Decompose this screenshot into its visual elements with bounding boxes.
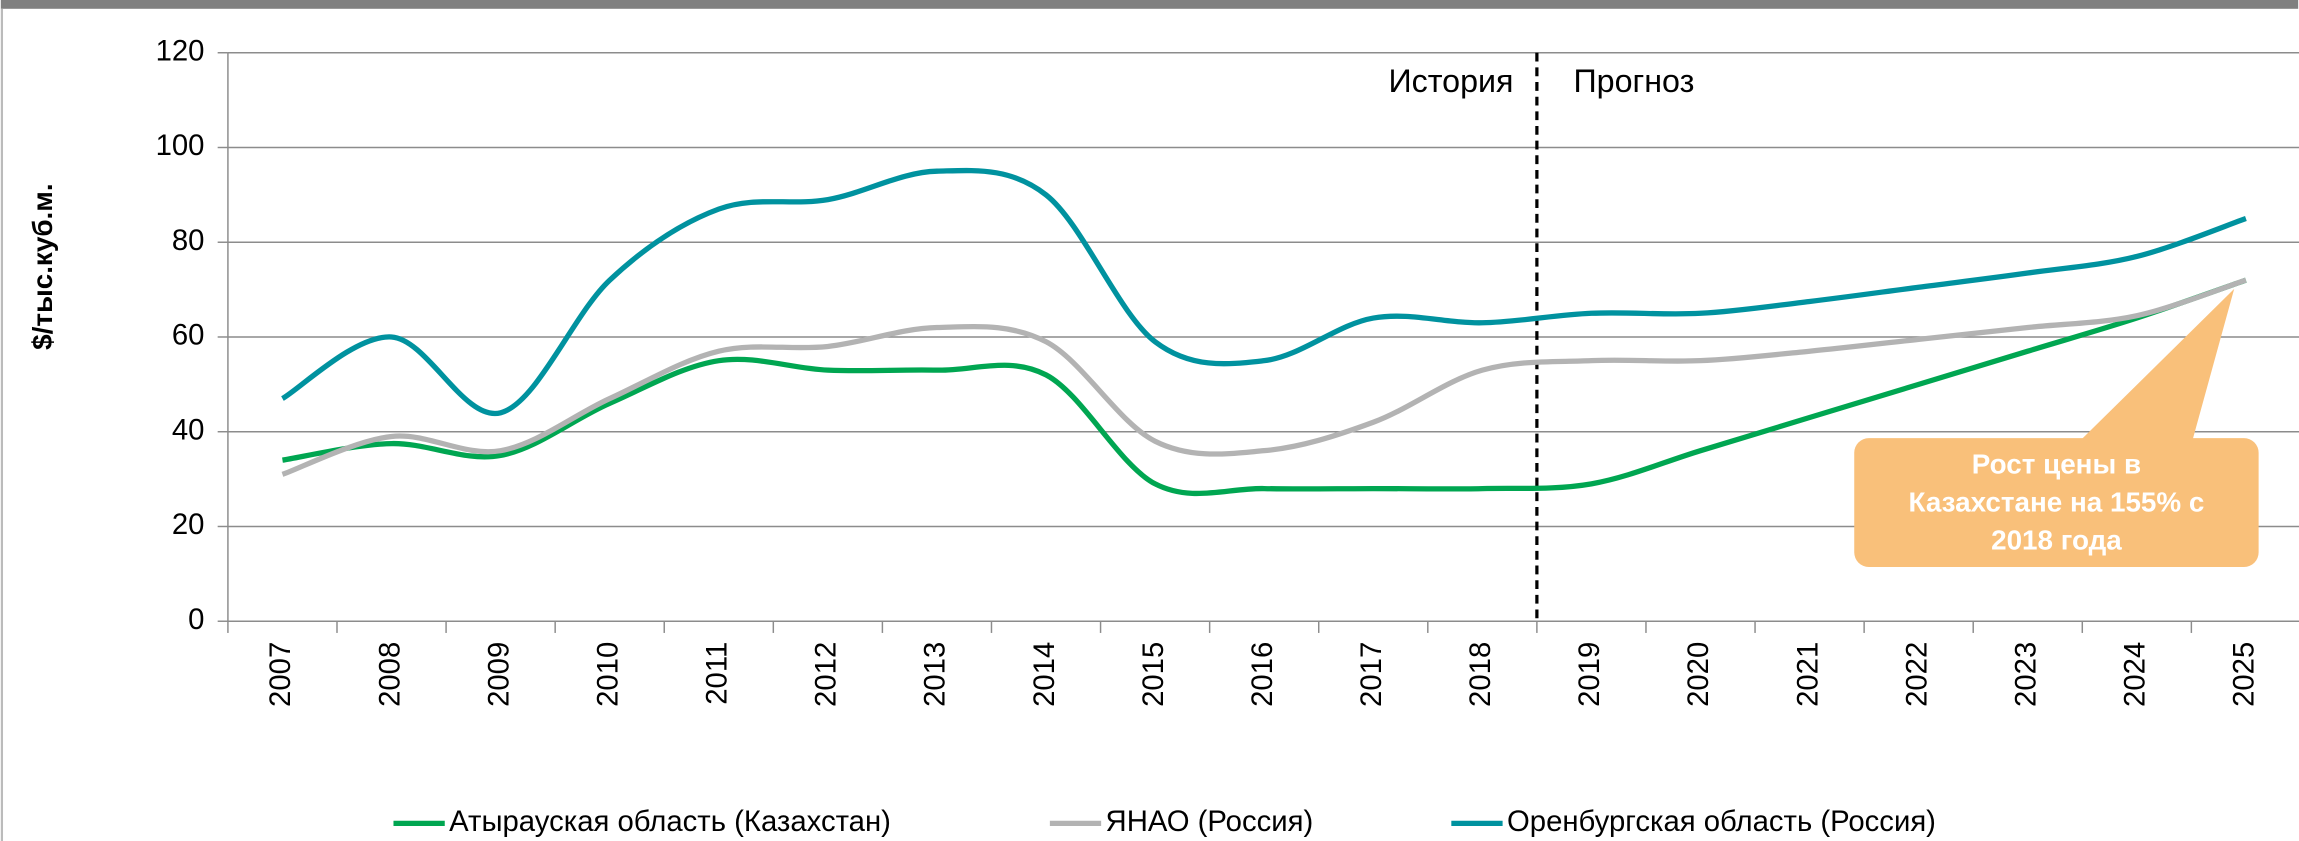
x-tick-label: 2013 (919, 642, 952, 707)
x-tick-label: 2014 (1028, 642, 1061, 707)
series-line (282, 277, 2247, 497)
y-tick-label: 20 (172, 508, 205, 541)
x-tick-label: 2024 (2119, 642, 2152, 707)
callout-text: Рост цены в (1972, 448, 2141, 479)
y-tick-label: 60 (172, 319, 205, 352)
legend-label: Оренбургская область (Россия) (1507, 805, 1936, 838)
callout-pointer (2081, 288, 2235, 440)
x-tick-label: 2019 (1573, 642, 1606, 707)
left-border (0, 8, 4, 841)
x-tick-label: 2022 (1900, 642, 1933, 707)
callout-box (1854, 438, 2259, 568)
callout-text: 2018 года (1991, 524, 2122, 555)
x-tick-label: 2023 (2009, 642, 2042, 707)
x-tick-label: 2015 (1137, 642, 1170, 707)
x-tick-label: 2009 (482, 642, 515, 707)
legend-label: ЯНАО (Россия) (1106, 805, 1314, 838)
x-tick-label: 2010 (591, 642, 624, 707)
top-bar (0, 0, 2299, 9)
series-line (281, 167, 2247, 417)
history-label: История (1388, 63, 1513, 99)
y-axis-label: $/тыс.куб.м. (27, 183, 58, 349)
y-tick-label: 0 (188, 603, 204, 636)
x-tick-label: 2008 (373, 642, 406, 707)
y-tick-label: 100 (156, 129, 205, 162)
series-line (281, 277, 2247, 477)
x-tick-label: 2018 (1464, 642, 1497, 707)
legend-label: Атырауская область (Казахстан) (449, 805, 891, 838)
x-tick-label: 2021 (1791, 642, 1824, 707)
callout-text: Казахстане на 155% с (1908, 486, 2204, 517)
y-tick-label: 40 (172, 413, 205, 446)
y-tick-label: 80 (172, 224, 205, 257)
x-tick-label: 2020 (1682, 642, 1715, 707)
x-tick-label: 2007 (264, 642, 297, 707)
forecast-label: Прогноз (1574, 63, 1695, 99)
x-tick-label: 2025 (2228, 642, 2261, 707)
y-tick-label: 120 (156, 34, 205, 67)
x-tick-label: 2016 (1246, 642, 1279, 707)
x-tick-label: 2012 (810, 642, 843, 707)
x-tick-label: 2011 (701, 642, 734, 705)
x-tick-label: 2017 (1355, 642, 1388, 707)
